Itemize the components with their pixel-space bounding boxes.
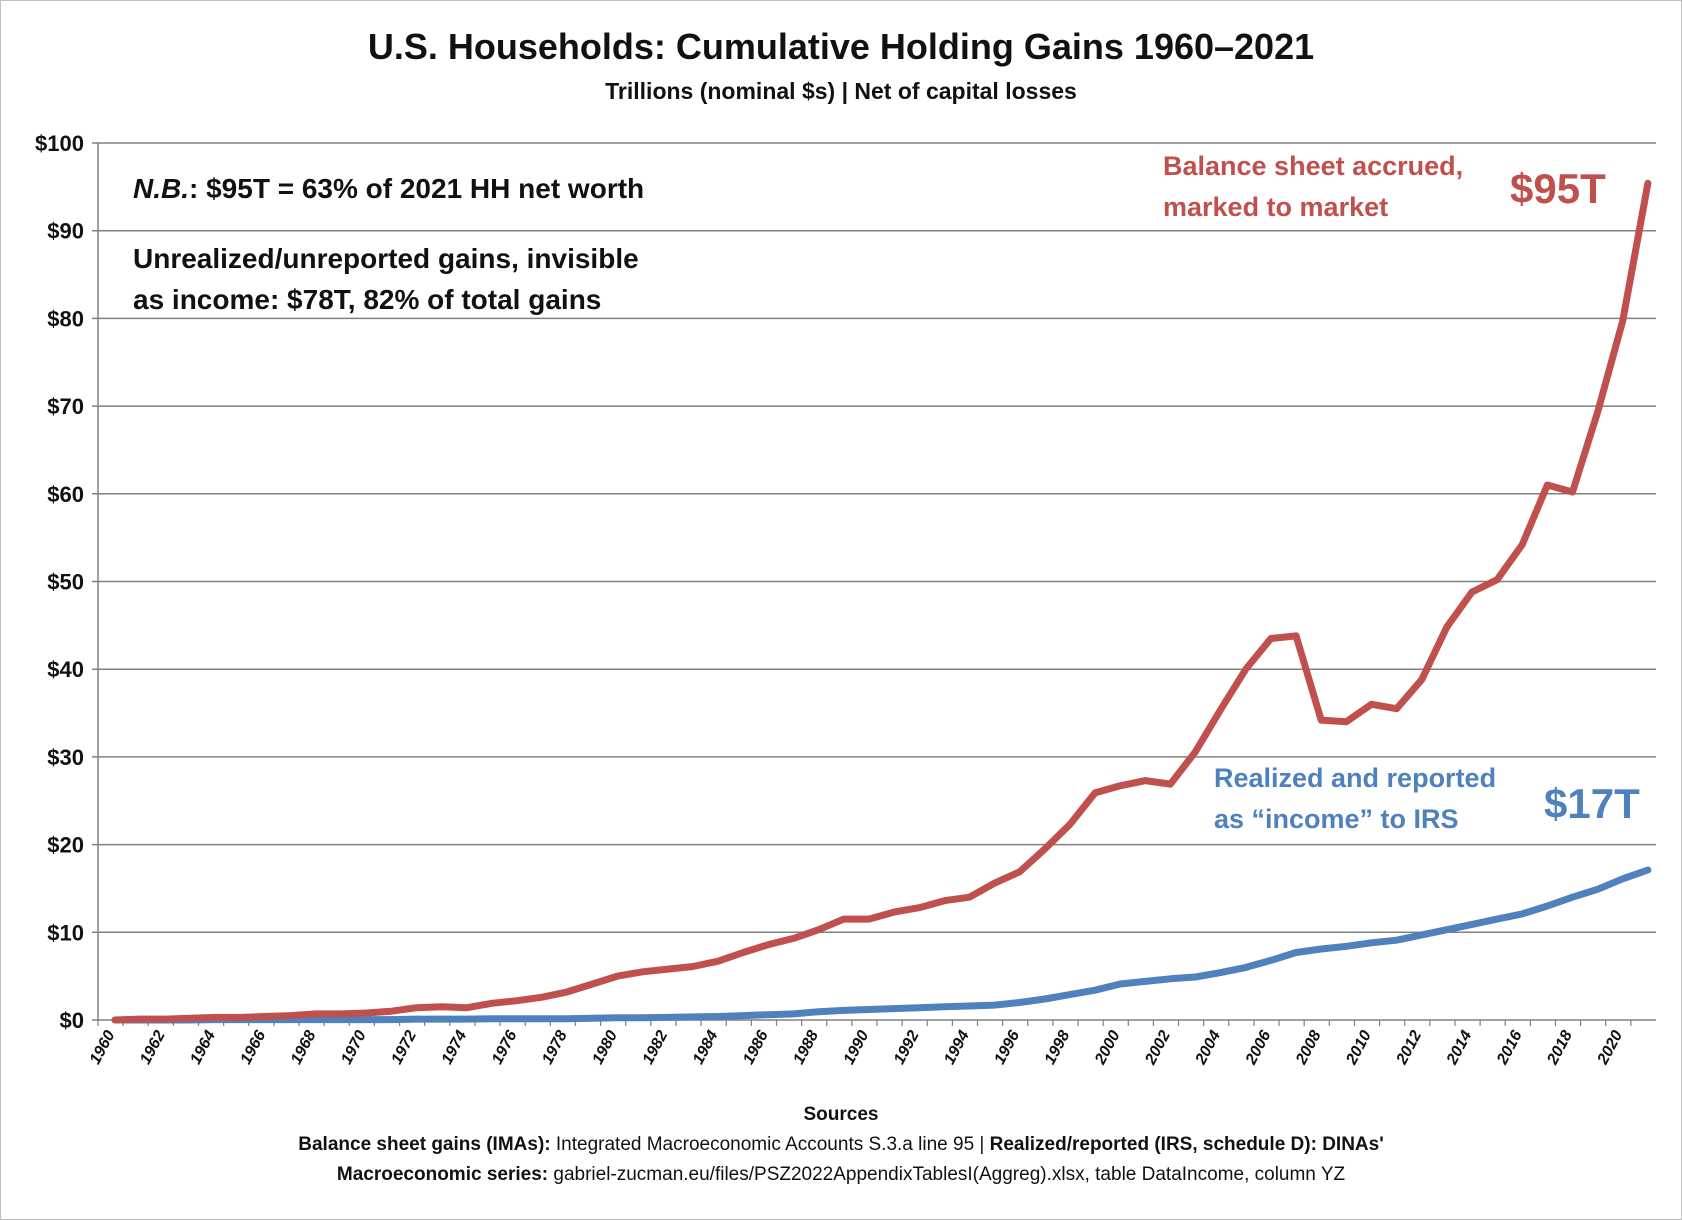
x-tick-label: 2008 <box>1293 1028 1325 1068</box>
y-tick-label: $40 <box>47 657 84 682</box>
x-tick-label: 1992 <box>891 1028 923 1067</box>
x-tick-label: 2012 <box>1393 1028 1425 1068</box>
x-tick-labels: 1960 1962 1964 1966 1968 1970 1972 1974 1976 1978… <box>87 1028 1627 1068</box>
x-tick-label: 1990 <box>841 1028 873 1067</box>
x-tick-label: 1966 <box>238 1028 270 1067</box>
x-tick-label: 1986 <box>740 1028 772 1067</box>
y-tick-labels: $0 $10 $20 $30 $40 $50 $60 $70 $80 $90 $100 <box>35 131 84 1033</box>
x-tick-label: 1980 <box>589 1028 621 1067</box>
balance-annotation-line-2: marked to market <box>1163 192 1389 222</box>
chart-title: U.S. Households: Cumulative Holding Gain… <box>367 26 1315 67</box>
x-tick-label: 2000 <box>1092 1028 1124 1068</box>
x-tick-label: 1998 <box>1042 1028 1074 1067</box>
x-tick-label: 1988 <box>790 1028 822 1067</box>
realized-annotation-line-2: as “income” to IRS <box>1214 804 1459 834</box>
x-tick-label: 1972 <box>388 1028 420 1067</box>
balance-annotation-line-1: Balance sheet accrued, <box>1163 151 1464 181</box>
x-tick-label: 1982 <box>640 1028 672 1067</box>
x-tick-label: 2004 <box>1192 1028 1224 1068</box>
nb-prefix: N.B. <box>133 173 189 204</box>
y-tick-label: $10 <box>47 920 84 945</box>
y-tick-label: $30 <box>47 745 84 770</box>
sources-line-2: Macroeconomic series: gabriel-zucman.eu/… <box>0 1164 1682 1186</box>
balance-annotation: Balance sheet accrued, marked to market <box>1163 146 1463 228</box>
y-tick-label: $70 <box>47 394 84 419</box>
unrealized-note: Unrealized/unreported gains, invisible a… <box>133 238 639 320</box>
x-tick-label: 1968 <box>288 1028 320 1067</box>
chart-subtitle: Trillions (nominal $s) | Net of capital … <box>605 78 1077 104</box>
x-tick-label: 2014 <box>1443 1028 1475 1068</box>
balance-end-value: $95T <box>1510 165 1606 212</box>
sources-balance-label: Balance sheet gains (IMAs): <box>298 1134 551 1155</box>
x-tick-label: 2018 <box>1544 1028 1576 1068</box>
x-tick-label: 2020 <box>1594 1028 1626 1068</box>
x-tick-label: 1962 <box>137 1028 169 1067</box>
x-tick-label: 1994 <box>941 1028 973 1067</box>
x-tick-label: 1964 <box>187 1028 219 1067</box>
x-tick-label: 1960 <box>87 1028 119 1067</box>
x-tick-label: 1984 <box>690 1028 722 1067</box>
x-tick-label: 1970 <box>338 1028 370 1067</box>
realized-annotation: Realized and reported as “income” to IRS <box>1214 758 1496 840</box>
y-tick-label: $90 <box>47 219 84 244</box>
unrealized-line-2: as income: $78T, 82% of total gains <box>133 284 602 315</box>
sources-realized-label: Realized/reported (IRS, schedule D): DIN… <box>989 1134 1384 1155</box>
x-tick-label: 2010 <box>1343 1028 1375 1068</box>
y-tick-label: $100 <box>35 131 84 156</box>
sources-macro-label: Macroeconomic series: <box>336 1164 549 1185</box>
realized-line <box>111 866 1652 1024</box>
realized-end-value: $17T <box>1544 780 1640 827</box>
balance-sheet-line <box>111 179 1652 1024</box>
x-tick-label: 2016 <box>1494 1028 1526 1068</box>
sources-balance-text: Integrated Macroeconomic Accounts S.3.a … <box>550 1134 990 1155</box>
sources-macro-text: gabriel-zucman.eu/files/PSZ2022AppendixT… <box>548 1164 1346 1185</box>
sources-heading: Sources <box>803 1104 879 1125</box>
x-tick-label: 2006 <box>1242 1028 1274 1068</box>
y-tick-label: $0 <box>60 1008 84 1033</box>
y-tick-label: $20 <box>47 833 84 858</box>
y-tick-label: $60 <box>47 482 84 507</box>
nb-text: : $95T = 63% of 2021 HH net worth <box>189 173 645 204</box>
x-tick-label: 1974 <box>439 1028 471 1067</box>
y-tick-label: $80 <box>47 306 84 331</box>
x-tick-label: 1976 <box>489 1028 521 1067</box>
sources-line-1: Balance sheet gains (IMAs): Integrated M… <box>0 1134 1682 1156</box>
series-lines <box>111 179 1652 1024</box>
x-tick-label: 2002 <box>1142 1028 1174 1068</box>
y-tick-label: $50 <box>47 570 84 595</box>
nb-note: N.B.: $95T = 63% of 2021 HH net worth <box>133 168 644 209</box>
x-tick-label: 1996 <box>991 1028 1023 1067</box>
grid-lines <box>92 142 1656 1026</box>
realized-annotation-line-1: Realized and reported <box>1214 763 1497 793</box>
x-tick-label: 1978 <box>539 1028 571 1067</box>
unrealized-line-1: Unrealized/unreported gains, invisible <box>133 243 639 274</box>
